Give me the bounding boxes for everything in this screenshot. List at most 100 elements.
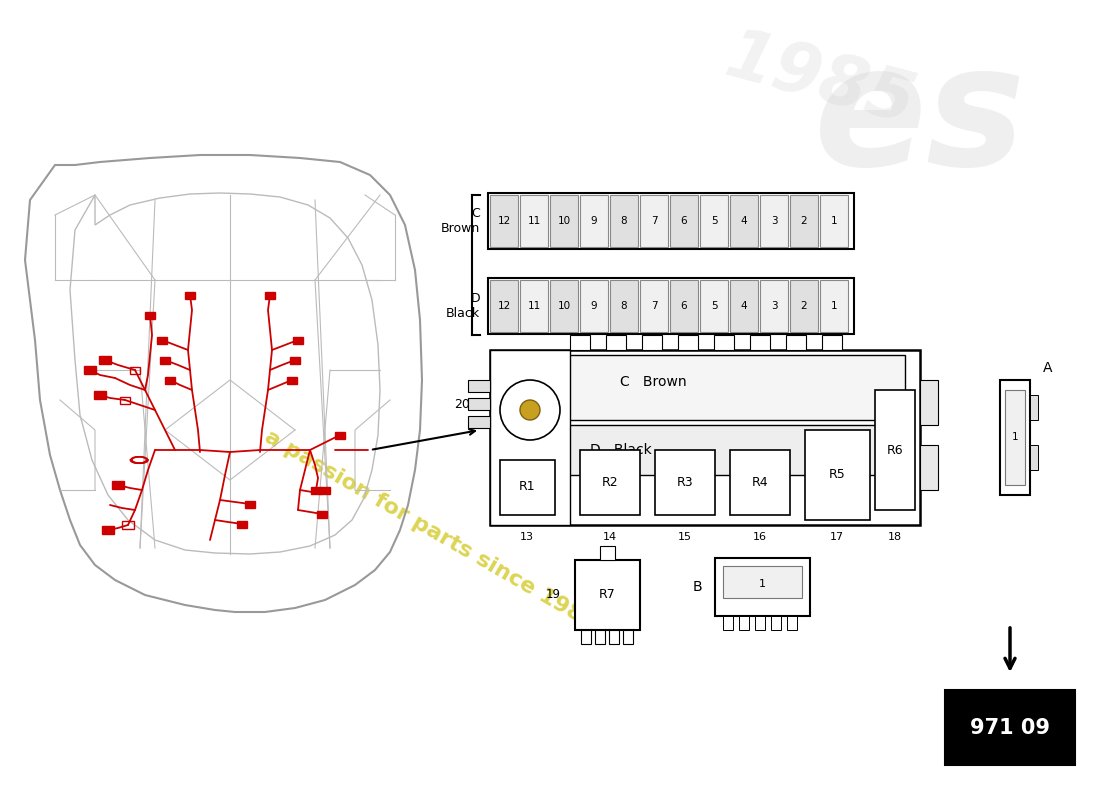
Bar bbox=[468, 380, 490, 392]
Bar bbox=[265, 291, 275, 298]
Bar bbox=[580, 280, 608, 332]
Bar bbox=[580, 195, 608, 247]
Text: 10: 10 bbox=[558, 301, 571, 311]
Bar bbox=[730, 280, 758, 332]
Bar bbox=[130, 366, 140, 374]
Text: 16: 16 bbox=[754, 532, 767, 542]
Bar bbox=[760, 280, 788, 332]
Bar bbox=[640, 195, 668, 247]
Bar bbox=[606, 335, 626, 350]
Bar bbox=[520, 195, 548, 247]
Bar bbox=[670, 195, 698, 247]
Bar bbox=[84, 366, 96, 374]
Bar bbox=[723, 616, 733, 630]
Bar bbox=[165, 377, 175, 383]
Text: 19: 19 bbox=[546, 589, 561, 602]
Bar bbox=[1000, 380, 1030, 495]
Text: 6: 6 bbox=[681, 216, 688, 226]
Bar bbox=[575, 560, 640, 630]
Text: 1: 1 bbox=[830, 301, 837, 311]
Text: 2: 2 bbox=[801, 216, 807, 226]
Bar bbox=[290, 357, 300, 363]
Bar bbox=[678, 335, 698, 350]
Bar bbox=[730, 195, 758, 247]
Text: 7: 7 bbox=[651, 301, 658, 311]
Bar bbox=[786, 335, 806, 350]
Text: 9: 9 bbox=[591, 301, 597, 311]
Text: 14: 14 bbox=[603, 532, 617, 542]
Bar bbox=[760, 195, 788, 247]
Text: 1: 1 bbox=[830, 216, 837, 226]
Bar bbox=[609, 630, 619, 644]
Text: 1: 1 bbox=[759, 579, 766, 589]
Text: R4: R4 bbox=[751, 477, 768, 490]
Bar bbox=[245, 501, 255, 507]
Bar bbox=[1005, 390, 1025, 485]
Text: C
Brown: C Brown bbox=[441, 207, 480, 235]
Text: es: es bbox=[814, 38, 1026, 202]
Text: 18: 18 bbox=[888, 532, 902, 542]
Text: 11: 11 bbox=[527, 216, 540, 226]
Bar bbox=[468, 416, 490, 428]
Bar bbox=[490, 350, 570, 525]
Bar bbox=[771, 616, 781, 630]
Text: 3: 3 bbox=[771, 301, 778, 311]
Text: 12: 12 bbox=[497, 216, 510, 226]
Bar bbox=[820, 280, 848, 332]
Bar bbox=[600, 546, 615, 560]
Bar bbox=[642, 335, 662, 350]
Bar bbox=[468, 398, 490, 410]
Bar bbox=[654, 450, 715, 515]
Bar bbox=[640, 280, 668, 332]
Bar bbox=[160, 357, 170, 363]
Bar bbox=[157, 337, 167, 343]
Bar bbox=[1030, 395, 1038, 420]
Bar bbox=[715, 558, 810, 616]
Text: 7: 7 bbox=[651, 216, 658, 226]
Text: 3: 3 bbox=[771, 216, 778, 226]
Bar bbox=[623, 630, 632, 644]
Bar bbox=[790, 195, 818, 247]
Text: R1: R1 bbox=[519, 481, 536, 494]
Bar bbox=[595, 630, 605, 644]
Bar bbox=[520, 280, 548, 332]
Bar bbox=[320, 486, 330, 494]
Bar bbox=[570, 335, 590, 350]
Bar bbox=[610, 195, 638, 247]
Text: 10: 10 bbox=[558, 216, 571, 226]
Text: 6: 6 bbox=[681, 301, 688, 311]
Text: R5: R5 bbox=[828, 469, 846, 482]
Bar bbox=[670, 280, 698, 332]
Text: 13: 13 bbox=[520, 532, 534, 542]
Bar bbox=[287, 377, 297, 383]
Text: R6: R6 bbox=[887, 443, 903, 457]
Bar bbox=[550, 425, 905, 475]
Bar bbox=[311, 486, 321, 494]
Bar bbox=[805, 430, 870, 520]
Text: 8: 8 bbox=[620, 301, 627, 311]
Bar bbox=[550, 195, 578, 247]
Text: B: B bbox=[692, 580, 702, 594]
Bar bbox=[490, 350, 920, 525]
Bar bbox=[490, 195, 518, 247]
Bar bbox=[185, 291, 195, 298]
Text: 4: 4 bbox=[740, 301, 747, 311]
Text: a passion for parts since 1985: a passion for parts since 1985 bbox=[261, 426, 598, 634]
Text: C   Brown: C Brown bbox=[620, 375, 686, 389]
Text: 8: 8 bbox=[620, 216, 627, 226]
Text: R3: R3 bbox=[676, 477, 693, 490]
Bar bbox=[122, 521, 134, 529]
Text: 971 09: 971 09 bbox=[970, 718, 1050, 738]
Text: D   Black: D Black bbox=[590, 443, 651, 457]
Bar bbox=[610, 280, 638, 332]
Bar bbox=[945, 690, 1075, 765]
Bar bbox=[336, 431, 345, 438]
Bar bbox=[236, 521, 248, 527]
Bar bbox=[550, 355, 905, 420]
Bar bbox=[145, 311, 155, 318]
Bar bbox=[550, 280, 578, 332]
Text: 15: 15 bbox=[678, 532, 692, 542]
Bar bbox=[723, 566, 802, 598]
Bar bbox=[580, 450, 640, 515]
Bar bbox=[755, 616, 764, 630]
